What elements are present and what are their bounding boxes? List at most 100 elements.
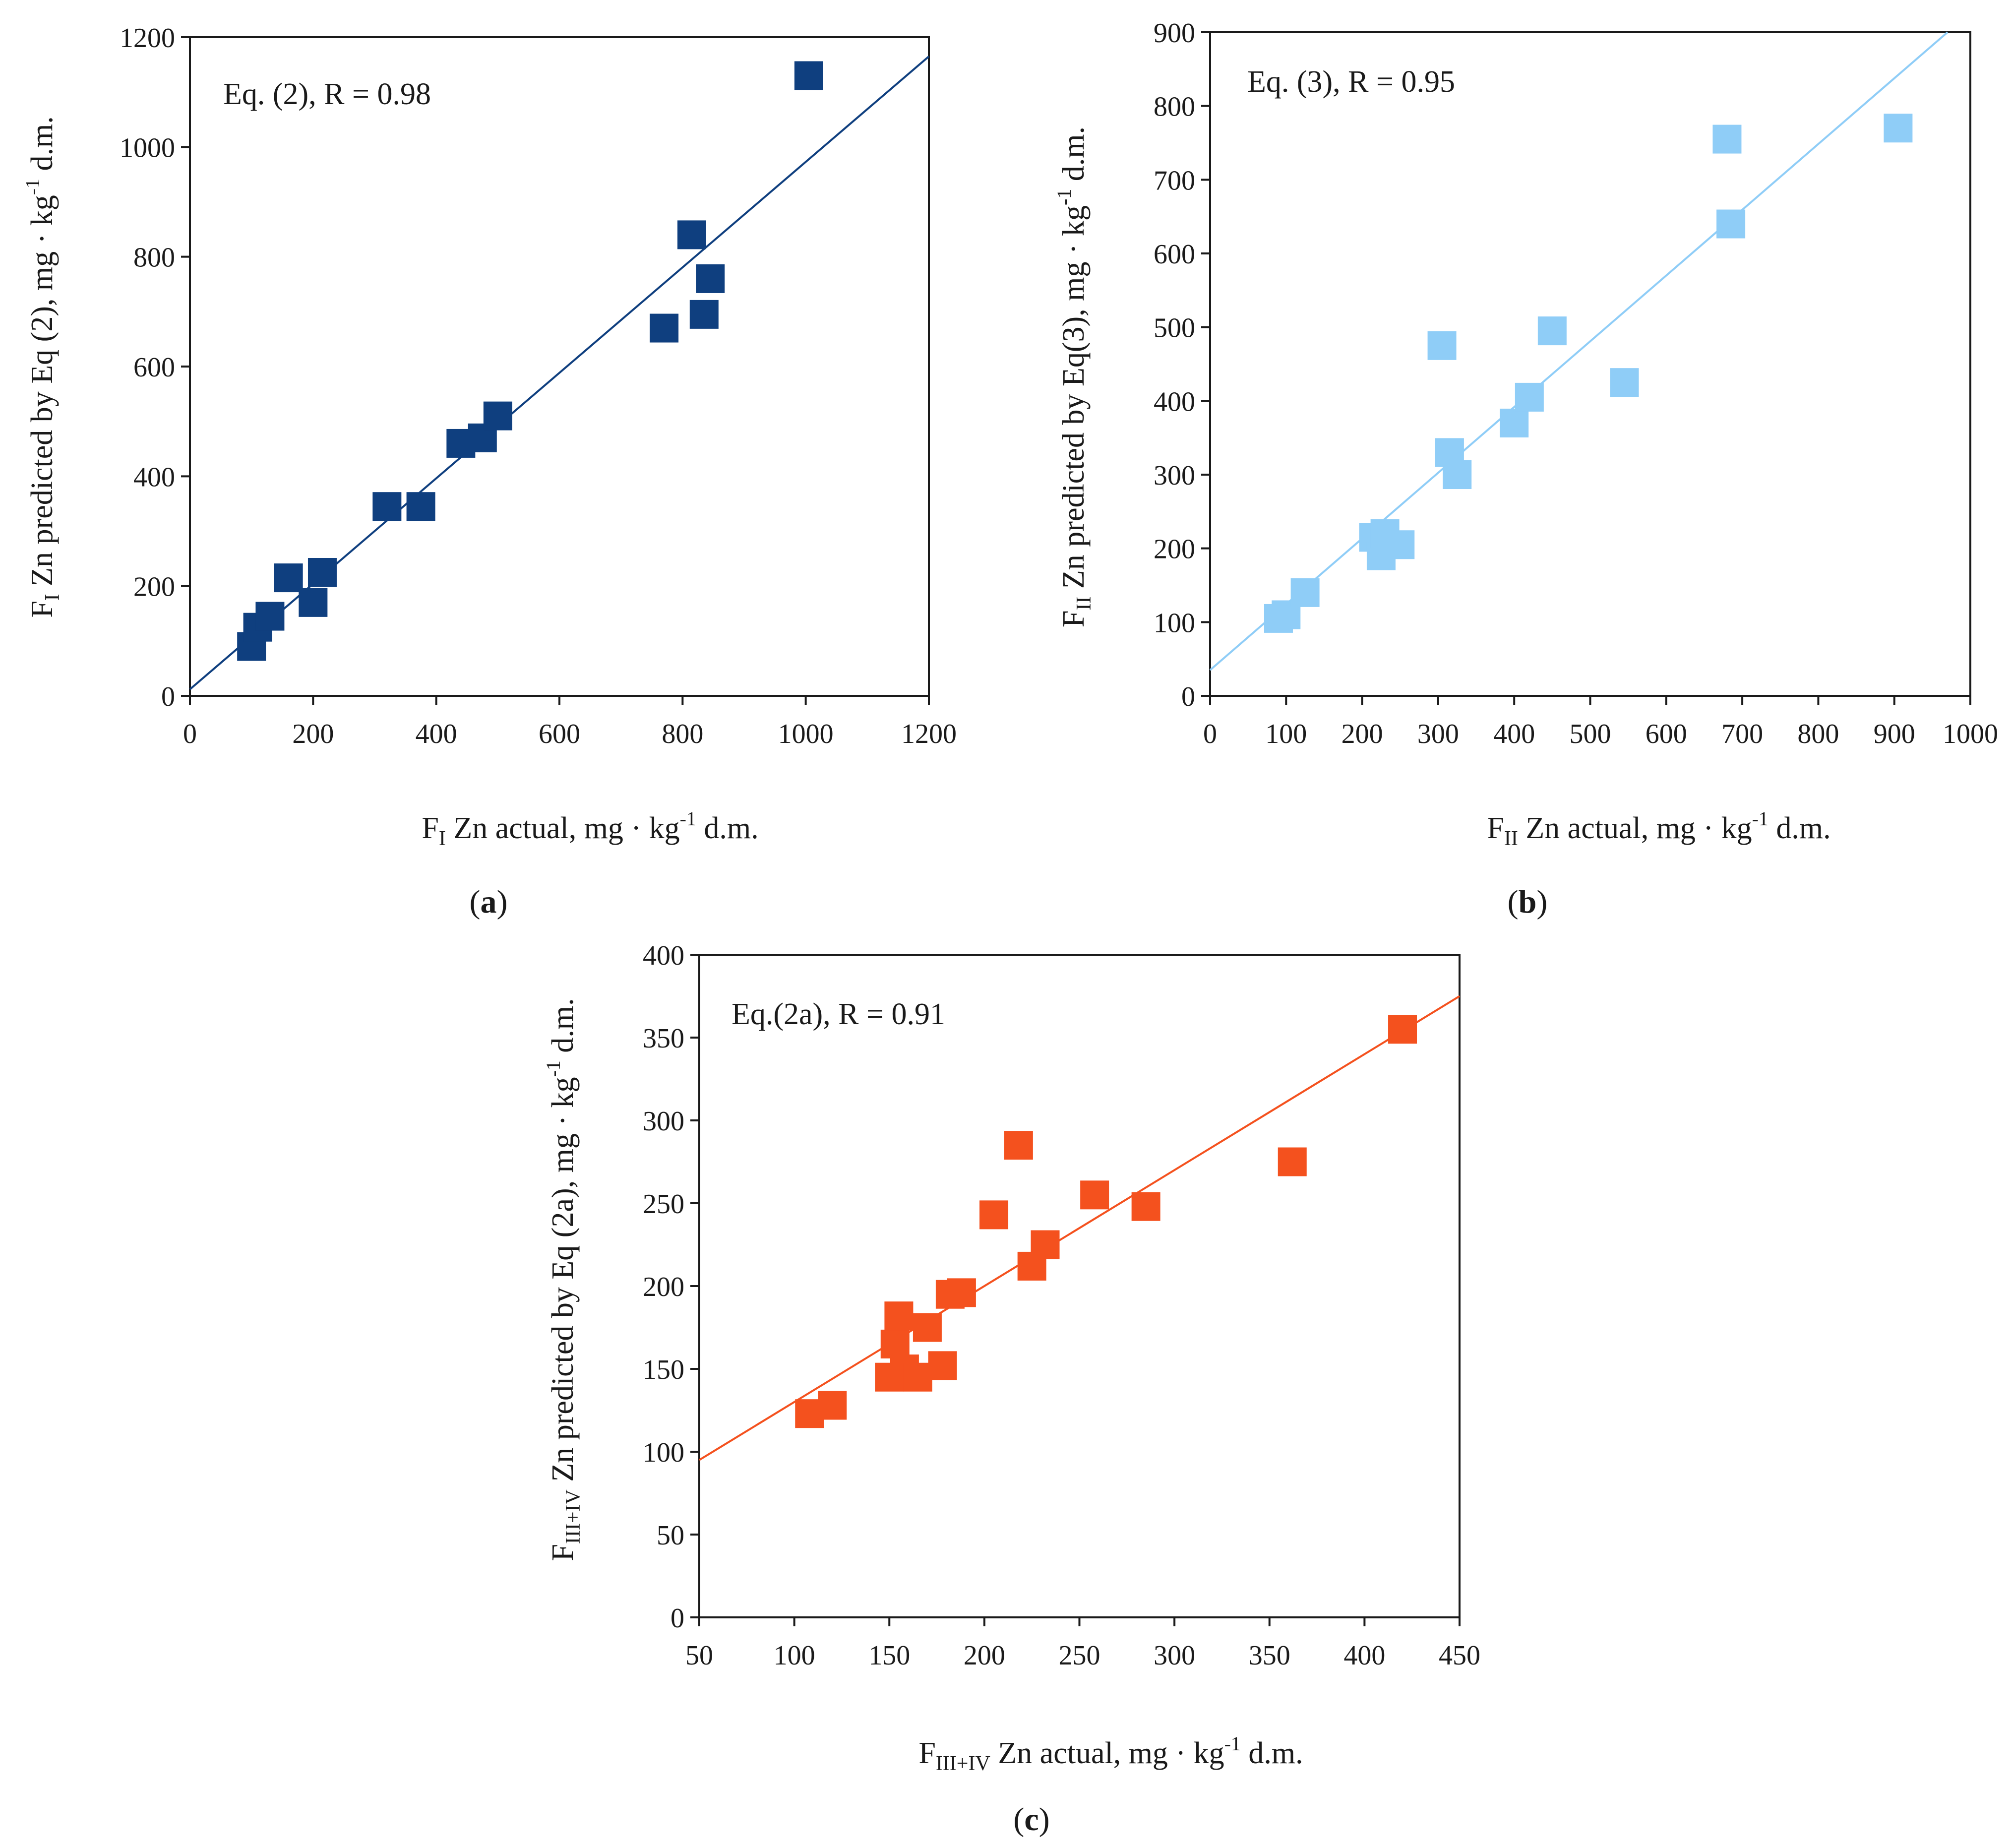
- chart-c-ytick-label: 200: [643, 1272, 684, 1302]
- chart-b-point: [1712, 124, 1742, 154]
- chart-a-ylabel-sub: I: [41, 594, 64, 601]
- chart-c-panel-letter: c: [1024, 1801, 1038, 1838]
- chart-b-xlabel-tail: d.m.: [1769, 811, 1831, 845]
- chart-a-point: [274, 563, 303, 593]
- chart-a-panel-label: (a): [470, 884, 508, 920]
- chart-c-ytick-label: 350: [643, 1023, 684, 1054]
- chart-a-xtick-label: 0: [183, 719, 197, 749]
- chart-a-panel-letter: a: [481, 884, 497, 920]
- chart-c-ylabel-tail: d.m.: [546, 998, 580, 1060]
- chart-c-fit-line: [698, 995, 1461, 1461]
- chart-b-ylabel: FII Zn predicted by Eq(3), mg · kg-1 d.m…: [1053, 126, 1096, 627]
- chart-c-ylabel-main: F: [546, 1544, 580, 1561]
- chart-b-ytick-label: 200: [1154, 534, 1195, 565]
- chart-c-point: [818, 1391, 847, 1420]
- chart-c-ytick-label: 0: [671, 1603, 684, 1634]
- chart-a-xlabel-sup: -1: [680, 807, 696, 830]
- chart-a-point: [299, 588, 328, 617]
- chart-b-ylabel-sub: II: [1073, 597, 1096, 611]
- chart-c-point: [913, 1313, 942, 1342]
- chart-a-point: [794, 61, 823, 90]
- chart-c-ylabel-sup: -1: [542, 1060, 564, 1077]
- chart-c-panel-paren-open: (: [1013, 1801, 1024, 1838]
- chart-b-panel-paren-close: ): [1536, 884, 1547, 920]
- chart-c-ytick-label: 300: [643, 1106, 684, 1137]
- chart-c-point: [1031, 1230, 1060, 1259]
- chart-a-point: [406, 492, 435, 521]
- chart-b-ylabel-sup: -1: [1053, 189, 1075, 205]
- chart-b-xtick-label: 0: [1203, 719, 1217, 749]
- chart-b-ytick-label: 900: [1154, 18, 1195, 49]
- chart-b-ytick-label: 600: [1154, 239, 1195, 270]
- chart-a: 0 200 400 600 800 1000 1200 0 200 400 600 800 1000 12…: [21, 23, 957, 920]
- chart-a-point: [696, 264, 725, 293]
- chart-b-fit-line: [1209, 31, 1949, 671]
- chart-c-ylabel-rest: Zn predicted by Eq (2a), mg · kg: [546, 1077, 580, 1490]
- chart-b: 0 100 200 300 400 500 600 700 800 900 1000 0 100 200 3…: [1053, 18, 1998, 920]
- chart-b-ytick-label: 400: [1154, 386, 1195, 417]
- chart-c-xtick-label: 50: [685, 1640, 713, 1671]
- chart-a-xtick-label: 400: [416, 719, 457, 749]
- chart-c-point: [1080, 1180, 1109, 1210]
- chart-b-point: [1386, 530, 1415, 559]
- chart-b-xlabel-rest: Zn actual, mg · kg: [1518, 811, 1752, 845]
- chart-a-point: [650, 313, 679, 343]
- chart-c-point: [1004, 1131, 1033, 1160]
- chart-c-point: [880, 1329, 910, 1358]
- chart-b-xlabel-main: F: [1487, 811, 1504, 845]
- chart-c-xlabel-main: F: [918, 1736, 935, 1770]
- chart-a-xlabel-tail: d.m.: [696, 811, 759, 845]
- chart-c-point: [884, 1301, 914, 1331]
- chart-a-panel-paren-open: (: [470, 884, 481, 920]
- chart-a-ytick-label: 0: [161, 681, 175, 712]
- chart-b-xtick-label: 800: [1797, 719, 1839, 749]
- chart-a-xtick-label: 1000: [778, 719, 834, 749]
- chart-b-ytick-label: 800: [1154, 92, 1195, 123]
- chart-b-xlabel-sub: II: [1504, 827, 1518, 850]
- chart-b-ylabel-main: F: [1057, 611, 1091, 627]
- chart-a-ylabel-sup: -1: [21, 179, 44, 195]
- chart-b-annotation: Eq. (3), R = 0.95: [1247, 65, 1455, 99]
- chart-c-xtick-label: 300: [1154, 1640, 1195, 1671]
- chart-a-ylabel-tail: d.m.: [25, 116, 59, 179]
- chart-a-ytick-label: 400: [133, 462, 175, 493]
- chart-b-point: [1716, 209, 1746, 239]
- chart-b-panel-letter: b: [1519, 884, 1537, 920]
- chart-b-point: [1427, 331, 1457, 360]
- chart-c-xlabel: FIII+IV Zn actual, mg · kg-1 d.m.: [918, 1732, 1303, 1775]
- chart-a-point: [255, 602, 285, 631]
- chart-a-ytick-label: 200: [133, 572, 175, 603]
- chart-b-point: [1500, 408, 1529, 437]
- chart-b-point: [1537, 316, 1567, 346]
- chart-b-point: [1515, 382, 1544, 412]
- chart-b-xtick-label: 300: [1417, 719, 1459, 749]
- chart-c-xlabel-sub: III+IV: [936, 1752, 990, 1775]
- chart-c-xlabel-tail: d.m.: [1241, 1736, 1303, 1770]
- chart-c-xlabel-sup: -1: [1224, 1732, 1241, 1755]
- chart-b-ytick-label: 700: [1154, 165, 1195, 196]
- chart-b-ytick-label: 0: [1181, 681, 1195, 712]
- chart-a-ytick-label: 1000: [120, 132, 175, 163]
- chart-c-annotation: Eq.(2a), R = 0.91: [732, 997, 945, 1031]
- chart-a-ytick-label: 800: [133, 243, 175, 273]
- chart-c-point: [1131, 1192, 1160, 1221]
- chart-c-xtick-label: 400: [1343, 1640, 1385, 1671]
- chart-c-ytick-label: 400: [643, 940, 684, 971]
- chart-c-panel-paren-close: ): [1039, 1801, 1050, 1838]
- chart-c-xtick-label: 100: [774, 1640, 815, 1671]
- chart-b-point: [1443, 460, 1472, 489]
- chart-a-point: [372, 492, 402, 521]
- chart-a-point: [677, 220, 706, 249]
- chart-a-xlabel: FI Zn actual, mg · kg-1 d.m.: [422, 807, 758, 850]
- chart-c: 50 100 150 200 250 300 350 400 45005010015020025…: [542, 940, 1480, 1838]
- chart-b-ytick-label: 500: [1154, 313, 1195, 344]
- chart-c-panel-label: (c): [1013, 1801, 1049, 1838]
- chart-a-ylabel: FI Zn predicted by Eq (2), mg · kg-1 d.m…: [21, 116, 64, 618]
- chart-b-point: [1610, 368, 1639, 397]
- chart-b-xlabel-sup: -1: [1752, 807, 1769, 830]
- chart-b-xtick-label: 400: [1493, 719, 1535, 749]
- chart-b-xtick-label: 100: [1265, 719, 1307, 749]
- chart-b-panel-paren-open: (: [1508, 884, 1519, 920]
- chart-a-point: [483, 401, 512, 431]
